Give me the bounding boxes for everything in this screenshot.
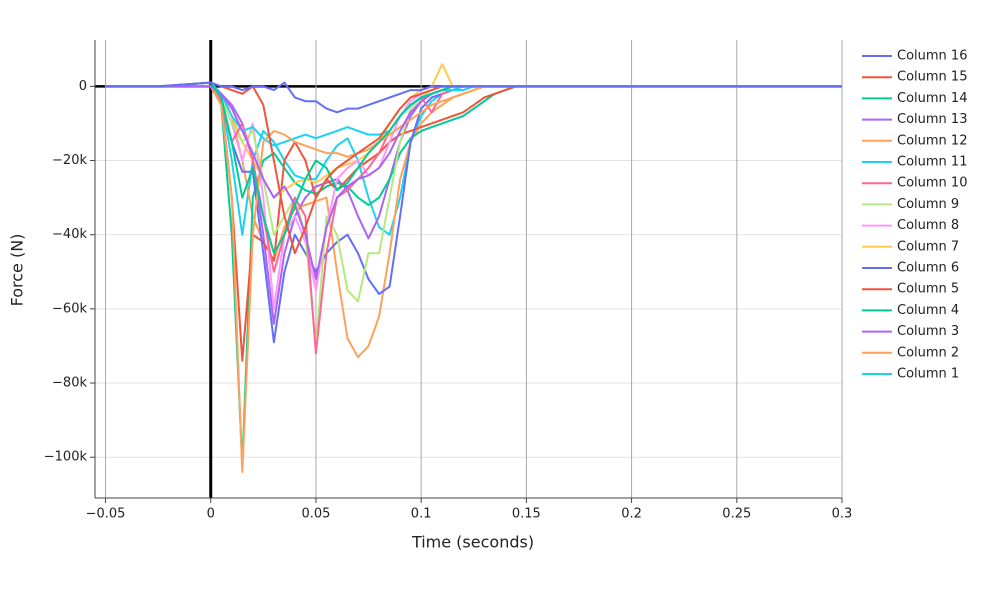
x-axis-title: Time (seconds) bbox=[411, 533, 534, 552]
legend-label: Column 2 bbox=[897, 345, 959, 360]
legend-label: Column 10 bbox=[897, 176, 967, 191]
y-tick-label: −20k bbox=[52, 153, 87, 168]
legend-label: Column 13 bbox=[897, 112, 967, 127]
x-tick-label: −0.05 bbox=[86, 507, 126, 522]
legend-label: Column 14 bbox=[897, 91, 967, 106]
data-line bbox=[105, 85, 842, 473]
y-tick-label: −60k bbox=[52, 301, 87, 316]
legend-label: Column 1 bbox=[897, 367, 959, 382]
x-tick-label: 0.3 bbox=[832, 507, 853, 522]
data-line bbox=[105, 85, 842, 355]
x-tick-label: 0.15 bbox=[512, 507, 541, 522]
data-line bbox=[105, 81, 842, 114]
x-tick-label: 0.2 bbox=[621, 507, 642, 522]
legend-label: Column 6 bbox=[897, 261, 959, 276]
legend-label: Column 3 bbox=[897, 324, 959, 339]
legend-label: Column 8 bbox=[897, 218, 959, 233]
legend-label: Column 4 bbox=[897, 303, 959, 318]
x-tick-label: 0.25 bbox=[722, 507, 751, 522]
y-tick-label: 0 bbox=[79, 79, 87, 94]
legend-label: Column 7 bbox=[897, 239, 959, 254]
legend-label: Column 9 bbox=[897, 197, 959, 212]
data-line bbox=[105, 85, 842, 466]
x-tick-label: 0.05 bbox=[301, 507, 330, 522]
data-line bbox=[105, 85, 842, 362]
data-line bbox=[105, 85, 842, 325]
y-tick-label: −40k bbox=[52, 227, 87, 242]
data-line bbox=[105, 85, 842, 310]
data-line bbox=[105, 85, 842, 359]
data-line bbox=[105, 85, 842, 347]
y-tick-label: −100k bbox=[44, 450, 88, 465]
legend-label: Column 5 bbox=[897, 282, 959, 297]
legend-label: Column 16 bbox=[897, 49, 967, 64]
legend-label: Column 12 bbox=[897, 133, 967, 148]
data-line bbox=[105, 85, 842, 344]
y-axis-title: Force (N) bbox=[8, 234, 27, 307]
legend-label: Column 11 bbox=[897, 155, 967, 170]
legend-label: Column 15 bbox=[897, 70, 967, 85]
y-tick-label: −80k bbox=[52, 376, 87, 391]
x-tick-label: 0.1 bbox=[411, 507, 432, 522]
x-tick-label: 0 bbox=[207, 507, 215, 522]
data-line bbox=[105, 85, 842, 281]
